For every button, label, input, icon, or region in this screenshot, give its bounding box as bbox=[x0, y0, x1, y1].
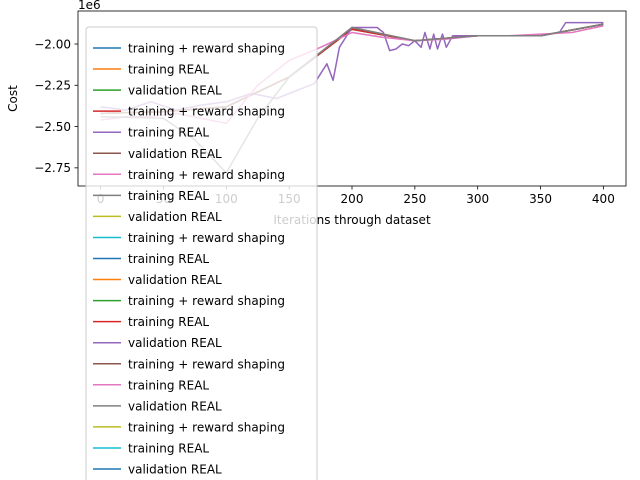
legend-label: validation REAL bbox=[128, 399, 222, 413]
legend-label: validation REAL bbox=[128, 84, 222, 98]
legend-label: training REAL bbox=[128, 441, 209, 455]
legend-label: training + reward shaping bbox=[128, 357, 285, 371]
y-tick-label: −2.25 bbox=[34, 79, 71, 93]
legend-label: training + reward shaping bbox=[128, 231, 285, 245]
y-tick-label: −2.75 bbox=[34, 161, 71, 175]
x-tick-label: 200 bbox=[341, 192, 364, 206]
y-axis-label: Cost bbox=[6, 85, 20, 112]
legend-label: training + reward shaping bbox=[128, 294, 285, 308]
x-tick-label: 250 bbox=[403, 192, 426, 206]
legend-label: training REAL bbox=[128, 126, 209, 140]
y-tick-label: −2.50 bbox=[34, 120, 71, 134]
legend-label: validation REAL bbox=[128, 147, 222, 161]
legend-label: training REAL bbox=[128, 252, 209, 266]
x-tick-label: 300 bbox=[466, 192, 489, 206]
legend-label: validation REAL bbox=[128, 336, 222, 350]
legend-label: training + reward shaping bbox=[128, 105, 285, 119]
y-axis: −2.75 −2.50 −2.25 −2.00 bbox=[34, 37, 78, 175]
legend-label: validation REAL bbox=[128, 463, 222, 477]
y-offset-label: 1e6 bbox=[78, 0, 101, 12]
legend: training + reward shaping training REAL va… bbox=[85, 26, 318, 480]
legend-label: training + reward shaping bbox=[128, 42, 285, 56]
legend-label: training + reward shaping bbox=[128, 420, 285, 434]
legend-label: validation REAL bbox=[128, 210, 222, 224]
x-tick-label: 350 bbox=[529, 192, 552, 206]
legend-label: training + reward shaping bbox=[128, 168, 285, 182]
legend-label: validation REAL bbox=[128, 273, 222, 287]
legend-label: training REAL bbox=[128, 378, 209, 392]
y-tick-label: −2.00 bbox=[34, 37, 71, 51]
legend-label: training REAL bbox=[128, 63, 209, 77]
legend-label: training REAL bbox=[128, 315, 209, 329]
x-tick-label: 400 bbox=[592, 192, 615, 206]
legend-box bbox=[85, 26, 318, 480]
legend-label: training REAL bbox=[128, 189, 209, 203]
